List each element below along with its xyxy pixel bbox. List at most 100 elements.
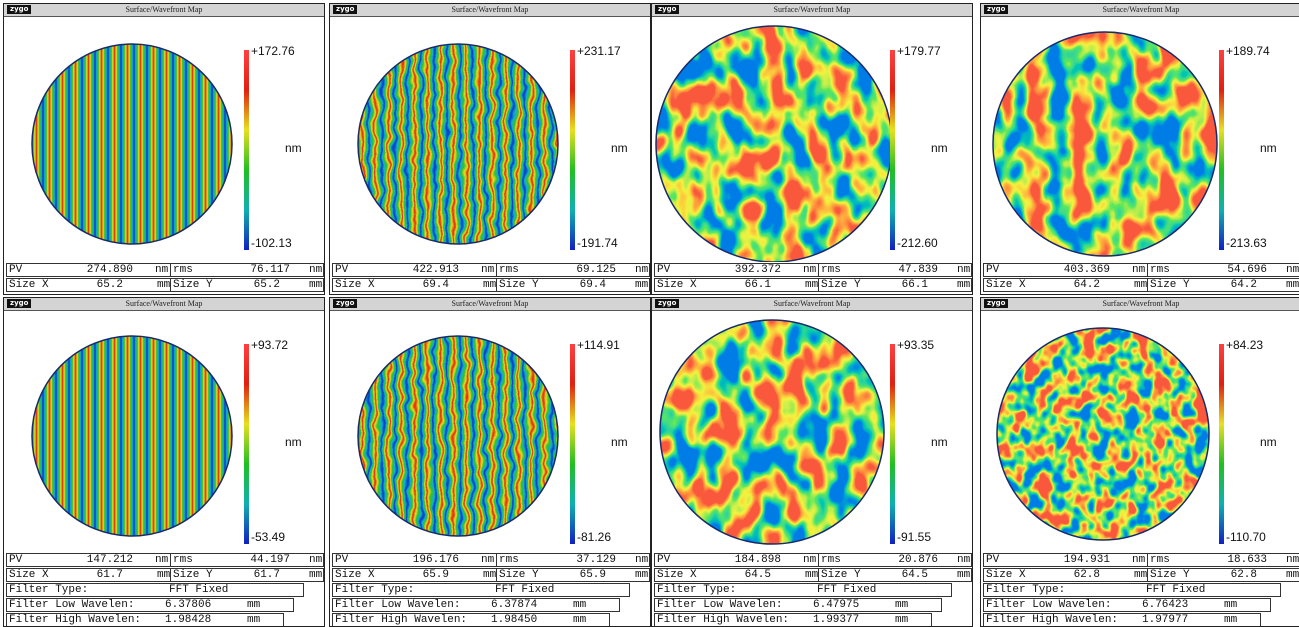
size-y-label: Size Y [499,279,539,291]
map-fill [652,310,892,556]
scale-unit: nm [611,141,628,155]
size-x-unit: mm [1134,279,1147,291]
rms-value: 44.197 [250,554,290,566]
rms-value: 18.633 [1227,554,1267,566]
separator [170,554,171,566]
filter-low-unit: mm [895,599,908,611]
panel-title: Surface/Wavefront Map [4,298,324,310]
rms-value: 37.129 [576,554,616,566]
size-y-unit: mm [635,279,648,291]
filter-type-row: Filter Type:FFT Fixed [332,583,630,597]
rms-unit: nm [635,554,648,566]
pv-row: PV392.372nmrms47.839nm [654,263,972,277]
map-fill [4,310,244,556]
panel-title: Surface/Wavefront Map [652,4,972,16]
filter-type-value: FFT Fixed [495,584,554,596]
size-y-label: Size Y [173,569,213,581]
filter-low-label: Filter Low Wavelen: [657,599,782,611]
map-panel: Surface/Wavefront Mapzygo+93.72nm-53.49P… [3,297,325,627]
size-x-label: Size X [9,279,49,291]
size-row: Size X64.5mmSize Y64.5mm [654,568,972,582]
separator [1147,264,1148,276]
logo: zygo [333,5,357,14]
logo: zygo [7,5,31,14]
separator [818,569,819,581]
size-y-unit: mm [309,569,322,581]
pv-unit: nm [481,554,494,566]
size-y-value: 61.7 [254,569,280,581]
filter-low-row: Filter Low Wavelen:6.37806mm [6,598,294,612]
separator [496,264,497,276]
pv-row: PV403.369nmrms54.696nm [983,263,1299,277]
filter-low-value: 6.76423 [1142,599,1188,611]
pv-unit: nm [1132,264,1145,276]
scale-unit: nm [1260,435,1277,449]
pv-label: PV [335,554,348,566]
scale-unit: nm [1260,141,1277,155]
scale-min: -81.26 [577,530,611,544]
filter-low-value: 6.47975 [813,599,859,611]
scale-min: -53.49 [251,530,285,544]
pv-value: 196.176 [413,554,459,566]
size-x-value: 66.1 [745,279,771,291]
size-row: Size X61.7mmSize Y61.7mm [6,568,324,582]
panel-title: Surface/Wavefront Map [330,4,650,16]
size-row: Size X66.1mmSize Y66.1mm [654,278,972,292]
map-fill [981,16,1221,262]
rms-label: rms [173,554,193,566]
pv-row: PV274.890nmrms76.117nm [6,263,324,277]
size-x-unit: mm [157,279,170,291]
logo: zygo [655,299,679,308]
filter-type-value: FFT Fixed [1146,584,1205,596]
panel-title: Surface/Wavefront Map [652,298,972,310]
filter-low-unit: mm [573,599,586,611]
scale-min: -191.74 [577,236,618,250]
size-y-value: 64.2 [1231,279,1257,291]
size-x-unit: mm [805,569,818,581]
pv-unit: nm [803,264,816,276]
color-bar [244,50,249,250]
scale-min: -213.63 [1226,236,1267,250]
pv-label: PV [986,554,999,566]
size-y-unit: mm [635,569,648,581]
size-x-label: Size X [335,569,375,581]
filter-low-unit: mm [1224,599,1237,611]
size-y-unit: mm [1286,569,1299,581]
size-x-label: Size X [9,569,49,581]
size-y-label: Size Y [1150,569,1190,581]
map-panel: Surface/Wavefront Mapzygo+189.74nm-213.6… [980,3,1299,295]
size-x-value: 62.8 [1074,569,1100,581]
color-bar [1219,50,1224,250]
color-bar [1219,344,1224,544]
color-bar [890,50,895,250]
panel-title: Surface/Wavefront Map [981,298,1299,310]
size-x-value: 65.9 [423,569,449,581]
filter-low-value: 6.37806 [165,599,211,611]
separator [170,279,171,291]
filter-type-row: Filter Type:FFT Fixed [983,583,1281,597]
rms-label: rms [499,264,519,276]
size-x-label: Size X [657,569,697,581]
scale-unit: nm [285,141,302,155]
size-x-unit: mm [1134,569,1147,581]
size-x-label: Size X [986,569,1026,581]
filter-high-label: Filter High Wavelen: [9,614,141,626]
separator [496,279,497,291]
filter-type-row: Filter Type:FFT Fixed [654,583,952,597]
scale-min: -102.13 [251,236,292,250]
size-y-value: 65.9 [580,569,606,581]
filter-high-label: Filter High Wavelen: [335,614,467,626]
rms-value: 69.125 [576,264,616,276]
filter-low-row: Filter Low Wavelen: 6.47975 mm [654,598,942,612]
rms-label: rms [1150,554,1170,566]
logo: zygo [7,299,31,308]
size-y-unit: mm [957,569,970,581]
size-row: Size X69.4mmSize Y69.4mm [332,278,650,292]
rms-unit: nm [635,264,648,276]
pv-label: PV [657,554,670,566]
filter-type-value: FFT Fixed [817,584,876,596]
